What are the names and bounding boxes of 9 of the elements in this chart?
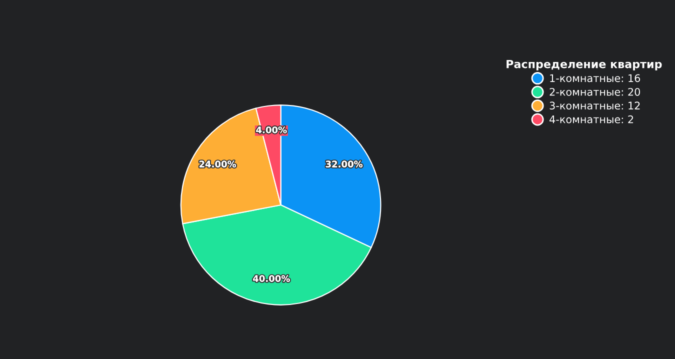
- legend-title: Распределение квартир: [506, 60, 662, 70]
- legend-label: 1-комнатные: 16: [550, 74, 640, 82]
- data-label: 32.00%: [326, 160, 363, 168]
- legend-label: 2-комнатные: 20: [550, 88, 640, 96]
- data-label: 4.00%: [256, 126, 287, 134]
- legend-label: 4-комнатные: 2: [550, 115, 634, 124]
- legend-label: 3-комнатные: 12: [550, 102, 640, 110]
- data-label: 40.00%: [253, 275, 290, 282]
- data-label: 24.00%: [199, 160, 236, 168]
